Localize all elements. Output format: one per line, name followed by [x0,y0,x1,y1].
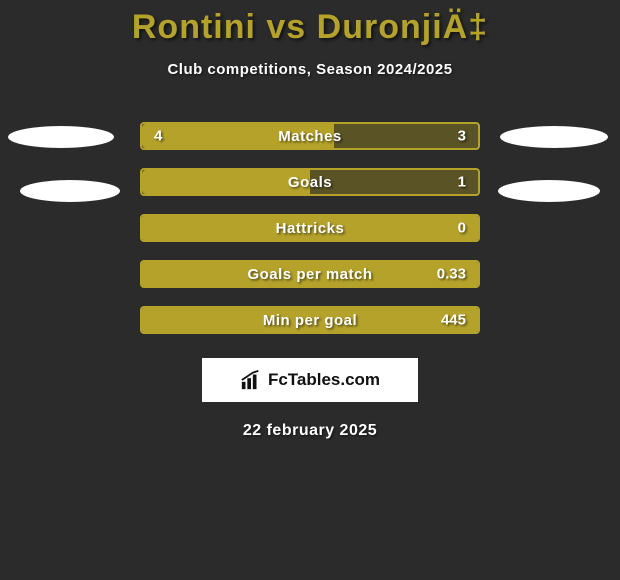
stat-rows: 4 Matches 3 Goals 1 Hattricks 0 Goals per match… [0,122,620,334]
stat-left-value: 4 [154,128,162,145]
page-subtitle: Club competitions, Season 2024/2025 [0,61,620,78]
page-date: 22 february 2025 [0,422,620,440]
stat-label: Goals per match [247,266,372,283]
stat-row: Min per goal 445 [140,306,480,334]
decorative-oval [20,180,120,202]
stat-label: Min per goal [263,312,357,329]
stat-row: Goals 1 [140,168,480,196]
decorative-oval [498,180,600,202]
stat-row: Hattricks 0 [140,214,480,242]
stat-label: Matches [278,128,342,145]
brand-logo-text: FcTables.com [268,370,380,390]
stat-right-value: 0.33 [437,266,466,283]
stat-right-value: 0 [458,220,466,237]
stat-right-value: 445 [441,312,466,329]
stat-right-value: 3 [458,128,466,145]
decorative-oval [500,126,608,148]
bar-chart-icon [240,369,262,391]
stat-right-value: 1 [458,174,466,191]
stat-row: Goals per match 0.33 [140,260,480,288]
stat-row: 4 Matches 3 [140,122,480,150]
stat-label: Hattricks [276,220,345,237]
stat-row-fill [142,170,310,194]
stat-label: Goals [288,174,332,191]
decorative-oval [8,126,114,148]
brand-logo: FcTables.com [202,358,418,402]
page-title: Rontini vs DuronjiÄ‡ [0,0,620,47]
